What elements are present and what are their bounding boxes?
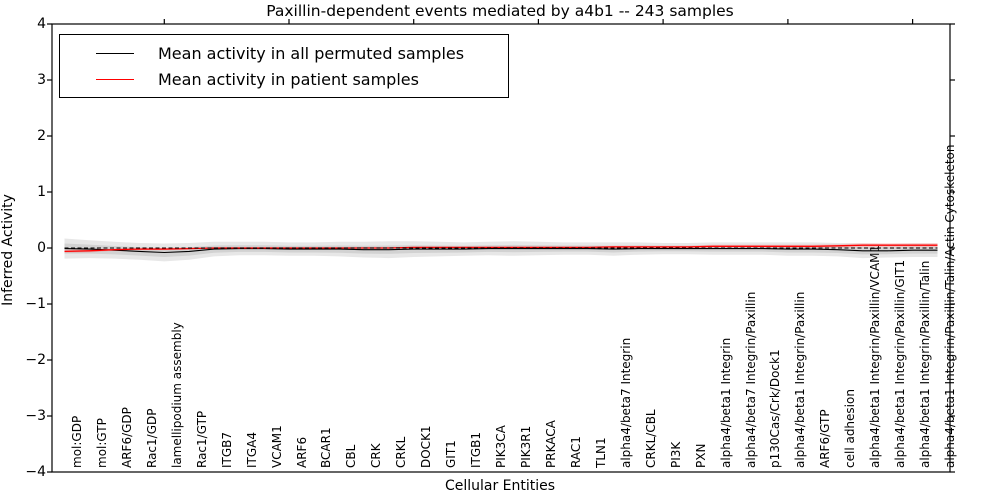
x-category-label: alpha4/beta7 Integrin/Paxillin: [743, 291, 758, 468]
x-category-label: CRKL/CBL: [643, 409, 658, 468]
y-tick-label: 2: [37, 128, 46, 144]
x-category-label: BCAR1: [319, 427, 334, 468]
x-category-label: ARF6: [294, 436, 309, 468]
x-category-label: ITGB7: [219, 431, 234, 468]
x-category-label: p130Cas/Crk/Dock1: [768, 349, 783, 468]
x-category-label: cell adhesion: [843, 389, 858, 468]
x-axis-label: Cellular Entities: [444, 478, 556, 494]
y-tick-label: 0: [37, 240, 46, 256]
x-category-label: ARF6/GDP: [119, 407, 134, 468]
y-tick-label: 1: [37, 184, 46, 200]
x-category-label: Rac1/GTP: [194, 410, 209, 468]
x-category-label: alpha4/beta1 Integrin/Paxillin/Talin/Act…: [943, 144, 957, 468]
legend-item-patient: Mean activity in patient samples: [60, 70, 508, 89]
y-tick-label: −4: [25, 464, 46, 480]
x-category-label: PI3K: [668, 441, 683, 468]
x-category-label: GIT1: [444, 440, 459, 468]
legend-label-patient: Mean activity in patient samples: [158, 69, 419, 89]
patient-mean-line: [64, 244, 938, 253]
permuted-mean-line: [64, 248, 938, 254]
x-category-label: alpha4/beta1 Integrin/Paxillin/GIT1: [893, 259, 908, 468]
x-category-label: mol:GDP: [70, 415, 84, 468]
y-tick-label: −3: [25, 408, 46, 424]
permuted-line-sample-icon: [96, 52, 134, 54]
y-tick-label: −2: [25, 352, 46, 368]
x-category-label: ARF6/GTP: [818, 409, 833, 468]
x-category-label: RAC1: [568, 436, 583, 468]
x-category-label: PXN: [693, 443, 708, 468]
x-category-label: PIK3CA: [494, 425, 508, 468]
x-category-label: PRKACA: [543, 420, 558, 468]
x-category-label: alpha4/beta1 Integrin/Paxillin: [793, 291, 808, 468]
x-category-label: CRKL: [394, 436, 409, 468]
x-category-label: VCAM1: [269, 425, 284, 468]
x-category-label: DOCK1: [419, 425, 434, 468]
patient-line-sample-icon: [96, 78, 134, 80]
x-category-label: PIK3R1: [519, 425, 533, 468]
chart-title: Paxillin-dependent events mediated by a4…: [266, 2, 734, 20]
x-category-label: lamellipodium assembly: [169, 322, 184, 468]
permuted-confidence-band-inner: [64, 243, 938, 257]
x-category-label: mol:GTP: [94, 418, 109, 468]
x-category-label: CBL: [344, 444, 359, 468]
x-category-label: CRK: [369, 443, 384, 468]
x-category-label: alpha4/beta1 Integrin: [718, 337, 733, 468]
x-category-label: alpha4/beta7 Integrin: [618, 337, 633, 468]
legend: Mean activity in all permuted samples Me…: [59, 34, 509, 98]
x-category-label: ITGB1: [469, 431, 484, 468]
x-category-label: alpha4/beta1 Integrin/Paxillin/Talin: [918, 260, 933, 468]
y-tick-label: −1: [25, 296, 46, 312]
x-category-label: alpha4/beta1 Integrin/Paxillin/VCAM1: [868, 244, 883, 468]
x-category-label: Rac1/GDP: [144, 408, 159, 468]
patient-confidence-band: [64, 243, 938, 253]
permuted-confidence-band-outer: [64, 238, 938, 262]
y-tick-label: 4: [37, 16, 46, 32]
y-tick-label: 3: [37, 72, 46, 88]
x-category-label: TLN1: [593, 437, 608, 468]
x-category-label: ITGA4: [244, 431, 259, 468]
legend-label-permuted: Mean activity in all permuted samples: [158, 43, 465, 63]
legend-item-permuted: Mean activity in all permuted samples: [60, 44, 508, 63]
